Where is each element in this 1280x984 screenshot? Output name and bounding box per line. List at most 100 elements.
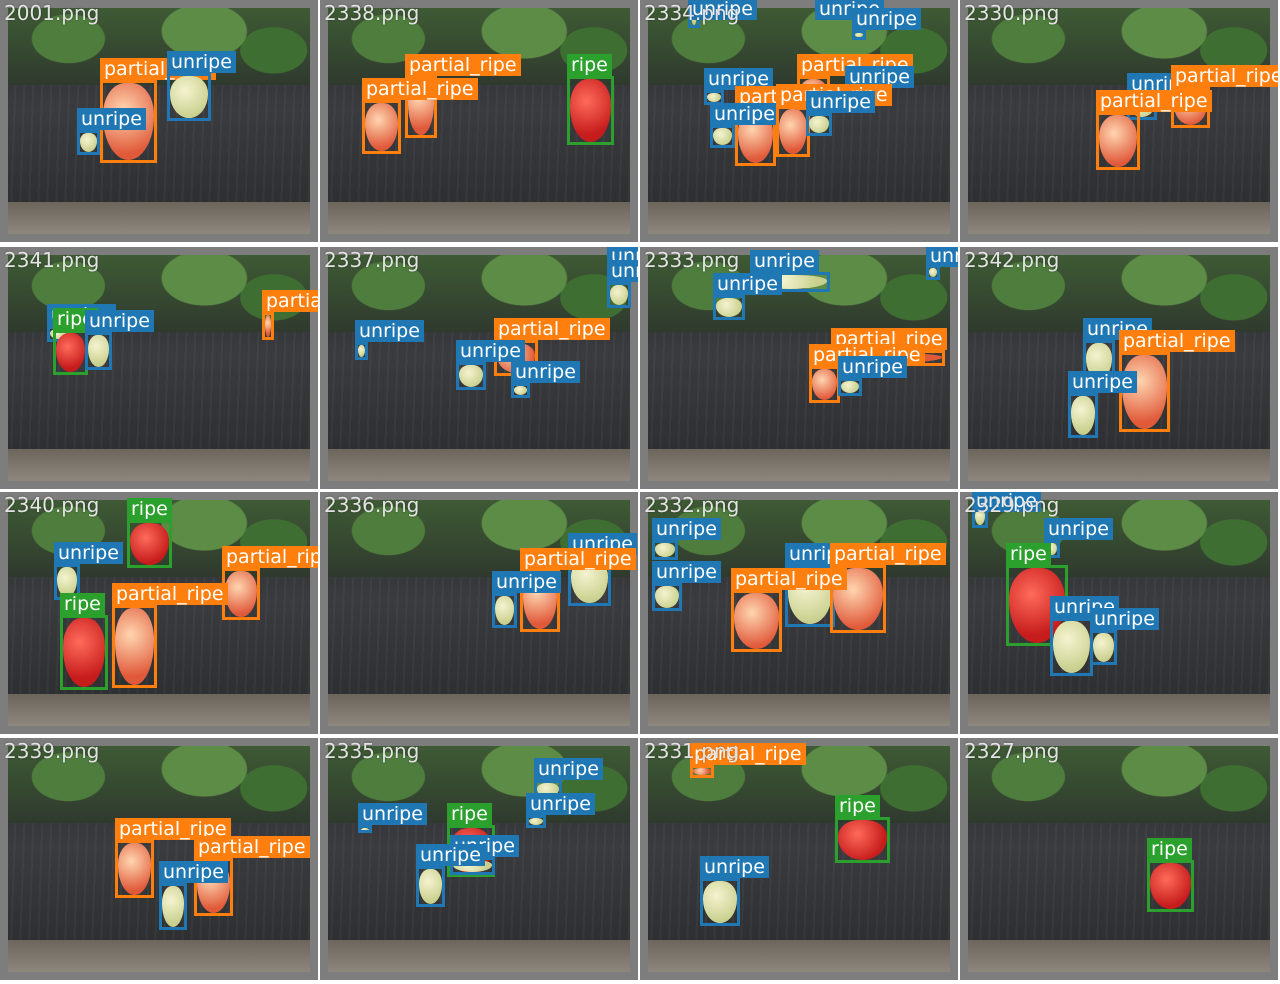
bounding-box-partial-ripe [830, 565, 886, 633]
class-label: partial_ripe [1096, 90, 1212, 112]
bounding-box-ripe [127, 520, 172, 568]
bounding-box-unripe [358, 825, 372, 833]
class-label: unripe [806, 91, 875, 113]
class-label: unripe [750, 250, 819, 272]
strawberry-photo [8, 746, 310, 972]
class-label: partial_ripe [520, 548, 636, 570]
image-filename: 2327.png [964, 739, 1060, 763]
soil-strip [328, 202, 630, 234]
strawberry [855, 33, 863, 37]
strawberry [929, 268, 937, 277]
strawberry [80, 133, 97, 152]
bounding-box-unripe [456, 362, 486, 390]
bounding-box-ripe [1147, 860, 1194, 912]
strawberry [1150, 863, 1191, 909]
class-label: partial_ripe [830, 543, 946, 565]
bounding-box-partial-ripe [690, 765, 714, 778]
strawberry [713, 128, 732, 145]
image-filename: 2332.png [644, 493, 740, 517]
strawberry [610, 285, 628, 305]
image-filename: 2334.png [644, 1, 740, 25]
class-label: unripe [416, 844, 485, 866]
image-tile: unripeunripeunripepartial_ripepartial_ri… [640, 247, 958, 489]
class-label: unripe [159, 861, 228, 883]
strawberry [459, 365, 483, 387]
class-label: unripe [77, 108, 146, 130]
class-label: unripe [355, 320, 424, 342]
image-tile: ripe 2327.png [960, 738, 1278, 980]
bounding-box-partial-ripe [1096, 112, 1140, 170]
strawberry [115, 608, 154, 685]
image-tile: unripe partial_ripe unripe 2342.png [960, 247, 1278, 489]
bounding-box-unripe [77, 130, 100, 155]
image-filename: 2335.png [324, 739, 420, 763]
strawberry [130, 523, 169, 565]
bounding-box-partial-ripe [115, 840, 154, 898]
strawberry [1053, 621, 1090, 673]
class-label: unripe [652, 518, 721, 540]
class-label: unripe [526, 793, 595, 815]
bounding-box-unripe [1068, 393, 1098, 438]
class-label: unripe [534, 758, 603, 780]
class-label: partial_ripe [262, 290, 318, 312]
bounding-box-ripe [53, 330, 88, 375]
bounding-box-unripe [926, 265, 940, 280]
soil-strip [968, 202, 1270, 234]
class-label: ripe [1147, 838, 1192, 860]
image-tile: partial_ripeunriperipeunripe2341.png [0, 247, 318, 489]
bounding-box-partial-ripe [405, 76, 437, 138]
strawberry [529, 818, 543, 825]
image-filename: 2340.png [4, 493, 100, 517]
strawberry-photo [8, 255, 310, 481]
bounding-box-unripe [526, 815, 546, 828]
class-label: unripe [492, 571, 561, 593]
strawberry [57, 567, 77, 597]
bounding-box-partial-ripe [112, 605, 157, 688]
strawberry [170, 76, 208, 118]
class-label: ripe [1006, 543, 1051, 565]
class-label: unripe [704, 68, 773, 90]
bounding-box-unripe [652, 540, 678, 560]
class-label: unripe [607, 260, 638, 282]
image-filename: 2333.png [644, 248, 740, 272]
class-label: unripe [511, 361, 580, 383]
strawberry [838, 820, 887, 860]
class-label: unripe [852, 8, 921, 30]
class-label: ripe [835, 795, 880, 817]
strawberry [88, 335, 109, 367]
bounding-box-unripe [416, 866, 445, 907]
strawberry-photo [968, 746, 1270, 972]
class-label: unripe [713, 273, 782, 295]
leaf-canopy [8, 746, 310, 823]
image-filename: 2339.png [4, 739, 100, 763]
strawberry [1071, 396, 1095, 435]
strawberry [570, 79, 611, 142]
strawberry [1047, 543, 1057, 555]
class-label: partial_ripe [405, 54, 521, 76]
strawberry [63, 618, 105, 687]
soil-strip [648, 940, 950, 972]
soil-strip [8, 940, 310, 972]
soil-strip [648, 449, 950, 481]
class-label: unripe [358, 803, 427, 825]
strawberry [1093, 633, 1114, 662]
class-label: partial_ripe [1171, 65, 1278, 87]
class-label: partial_ripe [1119, 330, 1235, 352]
image-tile: partial_ripe ripe unripe 2331.png [640, 738, 958, 980]
bounding-box-unripe [838, 378, 862, 396]
bounding-box-unripe [159, 883, 187, 930]
class-label: unripe [652, 561, 721, 583]
bounding-box-unripe [652, 583, 682, 611]
image-tile: unripe partial_ripe unripe 2336.png [320, 492, 638, 734]
bounding-box-unripe [167, 73, 211, 121]
image-filename: 2341.png [4, 248, 100, 272]
class-label: unripe [85, 310, 154, 332]
class-label: partial_ripe [362, 78, 478, 100]
bounding-box-partial-ripe [194, 858, 233, 916]
image-filename: 2337.png [324, 248, 420, 272]
strawberry [162, 886, 184, 927]
class-label: unripe [167, 51, 236, 73]
class-label: unripe [1090, 608, 1159, 630]
soil-strip [328, 694, 630, 726]
class-label: unripe [54, 542, 123, 564]
